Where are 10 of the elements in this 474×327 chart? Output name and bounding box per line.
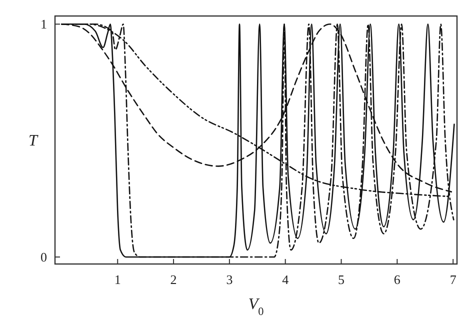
y-axis-title: T [28,132,39,150]
x-tick-label: 3 [226,272,233,287]
x-tick-label: 5 [338,272,345,287]
x-tick-label: 7 [450,272,457,287]
x-tick-label: 4 [282,272,290,287]
x-axis-title: V$_{0}$ [248,296,264,318]
y-tick-label: 0 [40,250,47,265]
x-tick-label: 1 [114,272,121,287]
x-tick-label: 6 [394,272,401,287]
x-tick-label: 2 [170,272,177,287]
